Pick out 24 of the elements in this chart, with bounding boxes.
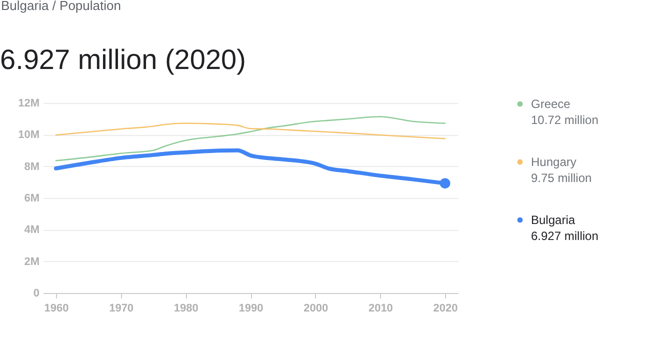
y-tick-label: 12M xyxy=(18,98,40,110)
y-tick-label: 4M xyxy=(24,224,40,236)
y-tick-label: 8M xyxy=(24,160,40,173)
chart-title: 6.927 million (2020) xyxy=(0,44,246,75)
text: 6.927 million xyxy=(531,229,598,243)
x-tick-label: 1970 xyxy=(109,302,134,314)
legend-label: Bulgaria xyxy=(531,213,576,227)
x-tick-label: 2000 xyxy=(304,302,328,314)
x-tick-label: 2020 xyxy=(433,302,458,314)
text: 9.75 million xyxy=(531,171,592,185)
x-tick-label: 1990 xyxy=(238,302,264,314)
line-series xyxy=(55,122,446,140)
text: Bulgaria / Population xyxy=(1,0,121,13)
text: 10.72 million xyxy=(531,113,598,127)
legend-label: Greece xyxy=(531,97,571,111)
y-tick-label: 10M xyxy=(18,129,40,142)
x-tick-label: 1960 xyxy=(44,302,69,314)
x-tick-label: 2010 xyxy=(368,302,393,314)
line-series xyxy=(55,116,446,162)
legend-label: Hungary xyxy=(531,155,576,169)
x-tick-label: 1980 xyxy=(174,302,198,314)
y-tick-label: 2M xyxy=(24,256,40,268)
y-tick-label: 0 xyxy=(33,288,40,300)
y-tick-label: 6M xyxy=(24,192,40,204)
